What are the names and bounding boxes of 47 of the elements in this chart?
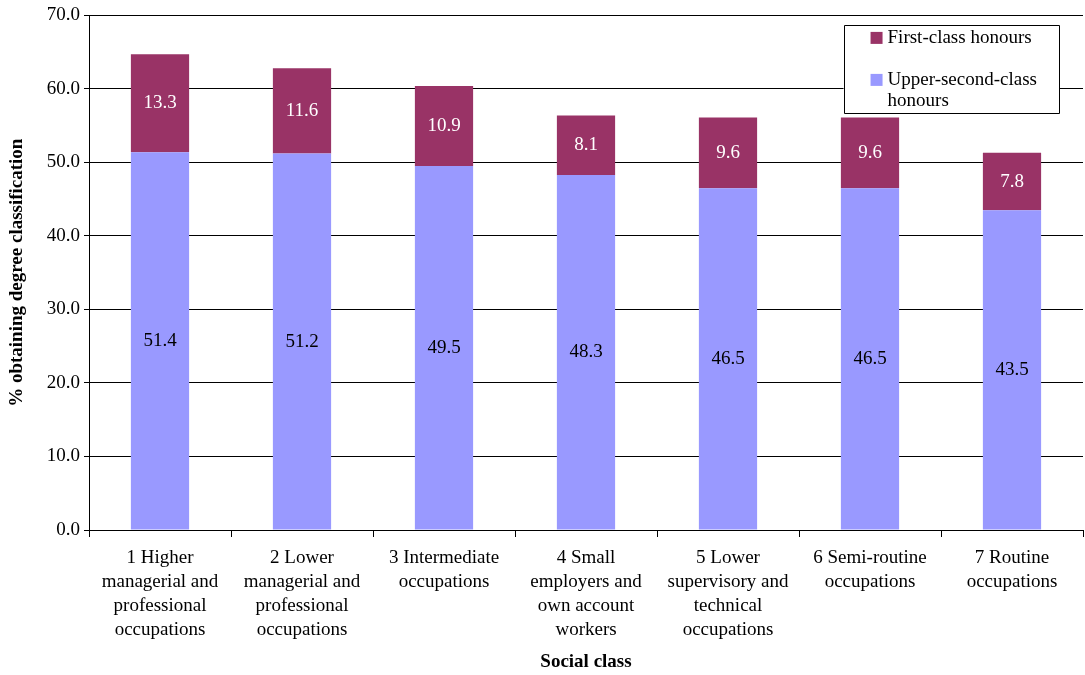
bar: [414, 166, 474, 530]
bar: [130, 152, 190, 530]
data-label: 48.3: [569, 340, 603, 362]
bar: [556, 115, 616, 175]
data-label: 11.6: [285, 98, 319, 120]
bar: [698, 117, 758, 189]
bar: [272, 153, 332, 530]
data-label: 8.1: [574, 133, 598, 155]
y-axis-title: % obtaining degree classification: [5, 138, 27, 407]
y-tick-label: 30.0: [46, 297, 80, 319]
y-tick-label: 60.0: [46, 76, 80, 98]
bar: [414, 85, 474, 167]
x-axis-title: Social class: [540, 649, 632, 671]
x-tick-label: 6 Semi-routine occupations: [813, 545, 927, 591]
bar: [698, 188, 758, 530]
x-tick-label: 7 Routine occupations: [966, 545, 1058, 591]
data-label: 49.5: [427, 335, 461, 357]
bar: [130, 54, 190, 153]
data-label: 46.5: [711, 346, 745, 368]
y-tick-label: 10.0: [46, 444, 80, 466]
x-tick-label: 3 Intermediate occupations: [388, 545, 500, 591]
y-tick-label: 70.0: [46, 3, 80, 25]
y-tick-label: 40.0: [46, 223, 80, 245]
bar: [556, 174, 616, 530]
x-tick-label: 1 Higher managerial and professional occupations: [101, 545, 219, 639]
x-tick-label: 5 Lower supervisory and technical occupations: [667, 545, 789, 639]
data-label: 13.3: [143, 91, 177, 113]
bar: [982, 210, 1042, 530]
data-label: 51.4: [143, 328, 178, 350]
legend-label: First-class honours: [887, 25, 1032, 47]
x-tick-label: 2 Lower managerial and professional occupations: [243, 545, 361, 639]
bar: [982, 152, 1042, 211]
bar: [840, 117, 900, 189]
y-tick-label: 0.0: [56, 517, 80, 539]
x-tick-label: 4 Small employers and own account workers: [530, 545, 643, 639]
y-tick-label: 50.0: [46, 150, 80, 172]
data-label: 9.6: [716, 140, 740, 162]
bar: [272, 68, 332, 154]
data-label: 10.9: [427, 114, 461, 136]
legend-label: Upper-second-class honours: [887, 67, 1037, 110]
data-label: 43.5: [995, 357, 1029, 379]
bar: [840, 188, 900, 530]
data-label: 46.5: [853, 346, 887, 368]
data-label: 9.6: [858, 140, 882, 162]
data-label: 51.2: [285, 329, 319, 351]
y-tick-label: 20.0: [46, 370, 80, 392]
data-label: 7.8: [1000, 169, 1024, 191]
